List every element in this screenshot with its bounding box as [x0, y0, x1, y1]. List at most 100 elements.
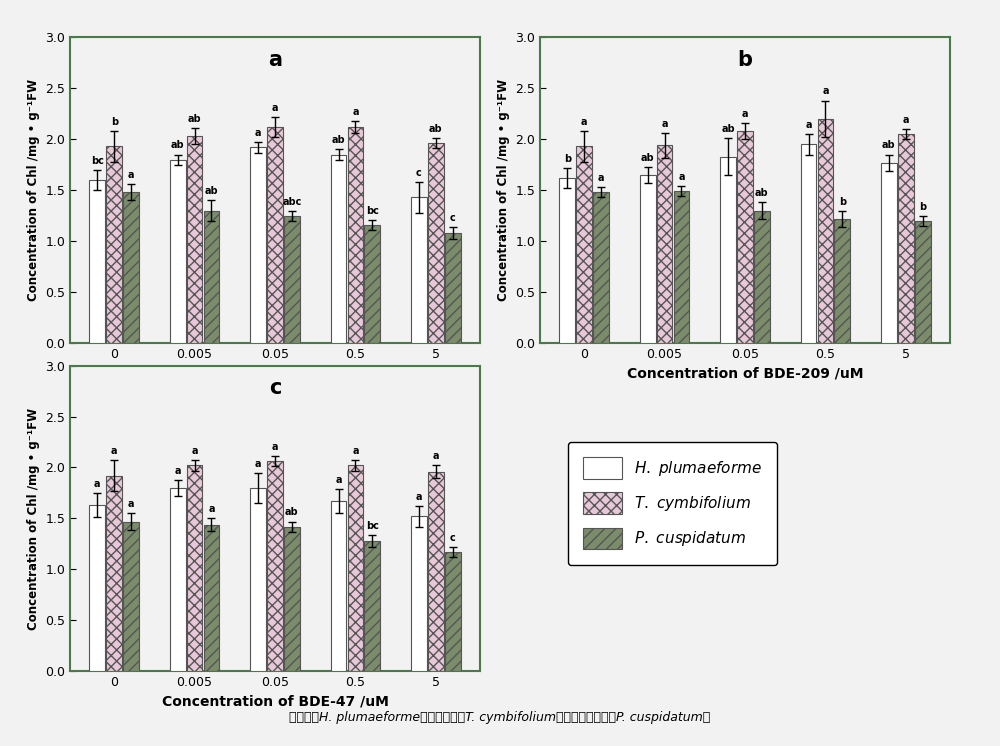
Text: abc: abc [282, 196, 302, 207]
Text: a: a [352, 446, 359, 457]
Text: a: a [255, 128, 261, 138]
Bar [187, 137, 202, 343]
Text: bc: bc [91, 156, 104, 166]
Text: a: a [433, 451, 439, 461]
Text: ab: ab [882, 140, 896, 151]
Y-axis label: Concentration of Chl /mg • g⁻¹FW: Concentration of Chl /mg • g⁻¹FW [27, 79, 40, 301]
Bar [106, 146, 122, 343]
Bar [284, 216, 300, 343]
Text: a: a [128, 170, 134, 180]
Text: c: c [416, 168, 422, 178]
Bar [348, 466, 363, 671]
Text: a: a [598, 173, 604, 183]
Text: ab: ab [285, 507, 299, 518]
Text: a: a [678, 172, 685, 182]
Text: c: c [450, 213, 456, 223]
Text: a: a [174, 466, 181, 476]
Text: a: a [822, 87, 829, 96]
Text: ab: ab [205, 186, 218, 196]
X-axis label: Concentration of BDE-47 /uM: Concentration of BDE-47 /uM [162, 695, 388, 709]
X-axis label: Concentration of Pb /mM: Concentration of Pb /mM [178, 366, 372, 380]
Bar [657, 145, 672, 343]
Text: bc: bc [366, 206, 379, 216]
Text: a: a [742, 109, 748, 119]
Text: a: a [805, 120, 812, 130]
Bar [89, 180, 105, 343]
Bar [267, 461, 283, 671]
Bar [250, 148, 266, 343]
Bar [267, 127, 283, 343]
Bar [881, 163, 897, 343]
Bar [331, 501, 346, 671]
Bar [250, 488, 266, 671]
Bar [593, 192, 609, 343]
Bar [445, 233, 461, 343]
Bar [331, 154, 346, 343]
Text: ab: ab [332, 135, 345, 145]
Text: a: a [416, 492, 422, 502]
Text: c: c [450, 533, 456, 543]
Bar [640, 175, 656, 343]
Text: bc: bc [366, 521, 379, 530]
Text: b: b [111, 117, 118, 127]
Bar [170, 160, 186, 343]
Text: a: a [335, 474, 342, 485]
Bar [801, 145, 816, 343]
Bar [576, 146, 592, 343]
Text: ab: ab [755, 189, 769, 198]
Text: a: a [191, 446, 198, 457]
Text: b: b [919, 201, 926, 212]
Bar [364, 541, 380, 671]
Text: a: a [255, 459, 261, 468]
Bar [284, 527, 300, 671]
Bar [428, 143, 444, 343]
Text: a: a [352, 107, 359, 117]
Bar [915, 221, 931, 343]
Bar [123, 521, 139, 671]
Bar [834, 219, 850, 343]
Text: a: a [128, 499, 134, 510]
Text: a: a [661, 119, 668, 129]
Bar [348, 127, 363, 343]
Text: ab: ab [171, 140, 185, 151]
Bar [411, 516, 427, 671]
Legend: $\it{H.\ plumaeforme}$, $\it{T.\ cymbifolium}$, $\it{P.\ cuspidatum}$: $\it{H.\ plumaeforme}$, $\it{T.\ cymbifo… [568, 442, 777, 565]
Bar [428, 471, 444, 671]
Text: a: a [208, 504, 215, 515]
X-axis label: Concentration of BDE-209 /uM: Concentration of BDE-209 /uM [627, 366, 863, 380]
Text: a: a [111, 446, 117, 457]
Bar [754, 210, 770, 343]
Bar [674, 191, 689, 343]
Text: a: a [903, 115, 909, 125]
Text: ab: ab [721, 124, 735, 134]
Bar [559, 178, 575, 343]
Bar [123, 192, 139, 343]
Text: ab: ab [429, 124, 443, 134]
Bar [106, 476, 122, 671]
Text: ab: ab [641, 153, 655, 163]
Text: a: a [272, 103, 278, 113]
Text: a: a [581, 117, 587, 127]
Text: a: a [272, 442, 278, 452]
Bar [89, 505, 105, 671]
Bar [204, 524, 219, 671]
Bar [737, 131, 753, 343]
Text: b: b [738, 49, 753, 69]
Bar [898, 134, 914, 343]
Text: a: a [268, 49, 282, 69]
Bar [364, 225, 380, 343]
Bar [720, 157, 736, 343]
Bar [204, 210, 219, 343]
Text: ab: ab [188, 114, 201, 124]
Text: c: c [269, 377, 281, 398]
Text: a: a [94, 479, 101, 489]
Text: b: b [564, 154, 571, 163]
Bar [411, 198, 427, 343]
Bar [445, 552, 461, 671]
Bar [187, 466, 202, 671]
Y-axis label: Concentration of Chl /mg • g⁻¹FW: Concentration of Chl /mg • g⁻¹FW [497, 79, 510, 301]
Bar [170, 488, 186, 671]
Text: b: b [839, 196, 846, 207]
Y-axis label: Concentration of Chl /mg • g⁻¹FW: Concentration of Chl /mg • g⁻¹FW [27, 407, 40, 630]
Bar [818, 119, 833, 343]
